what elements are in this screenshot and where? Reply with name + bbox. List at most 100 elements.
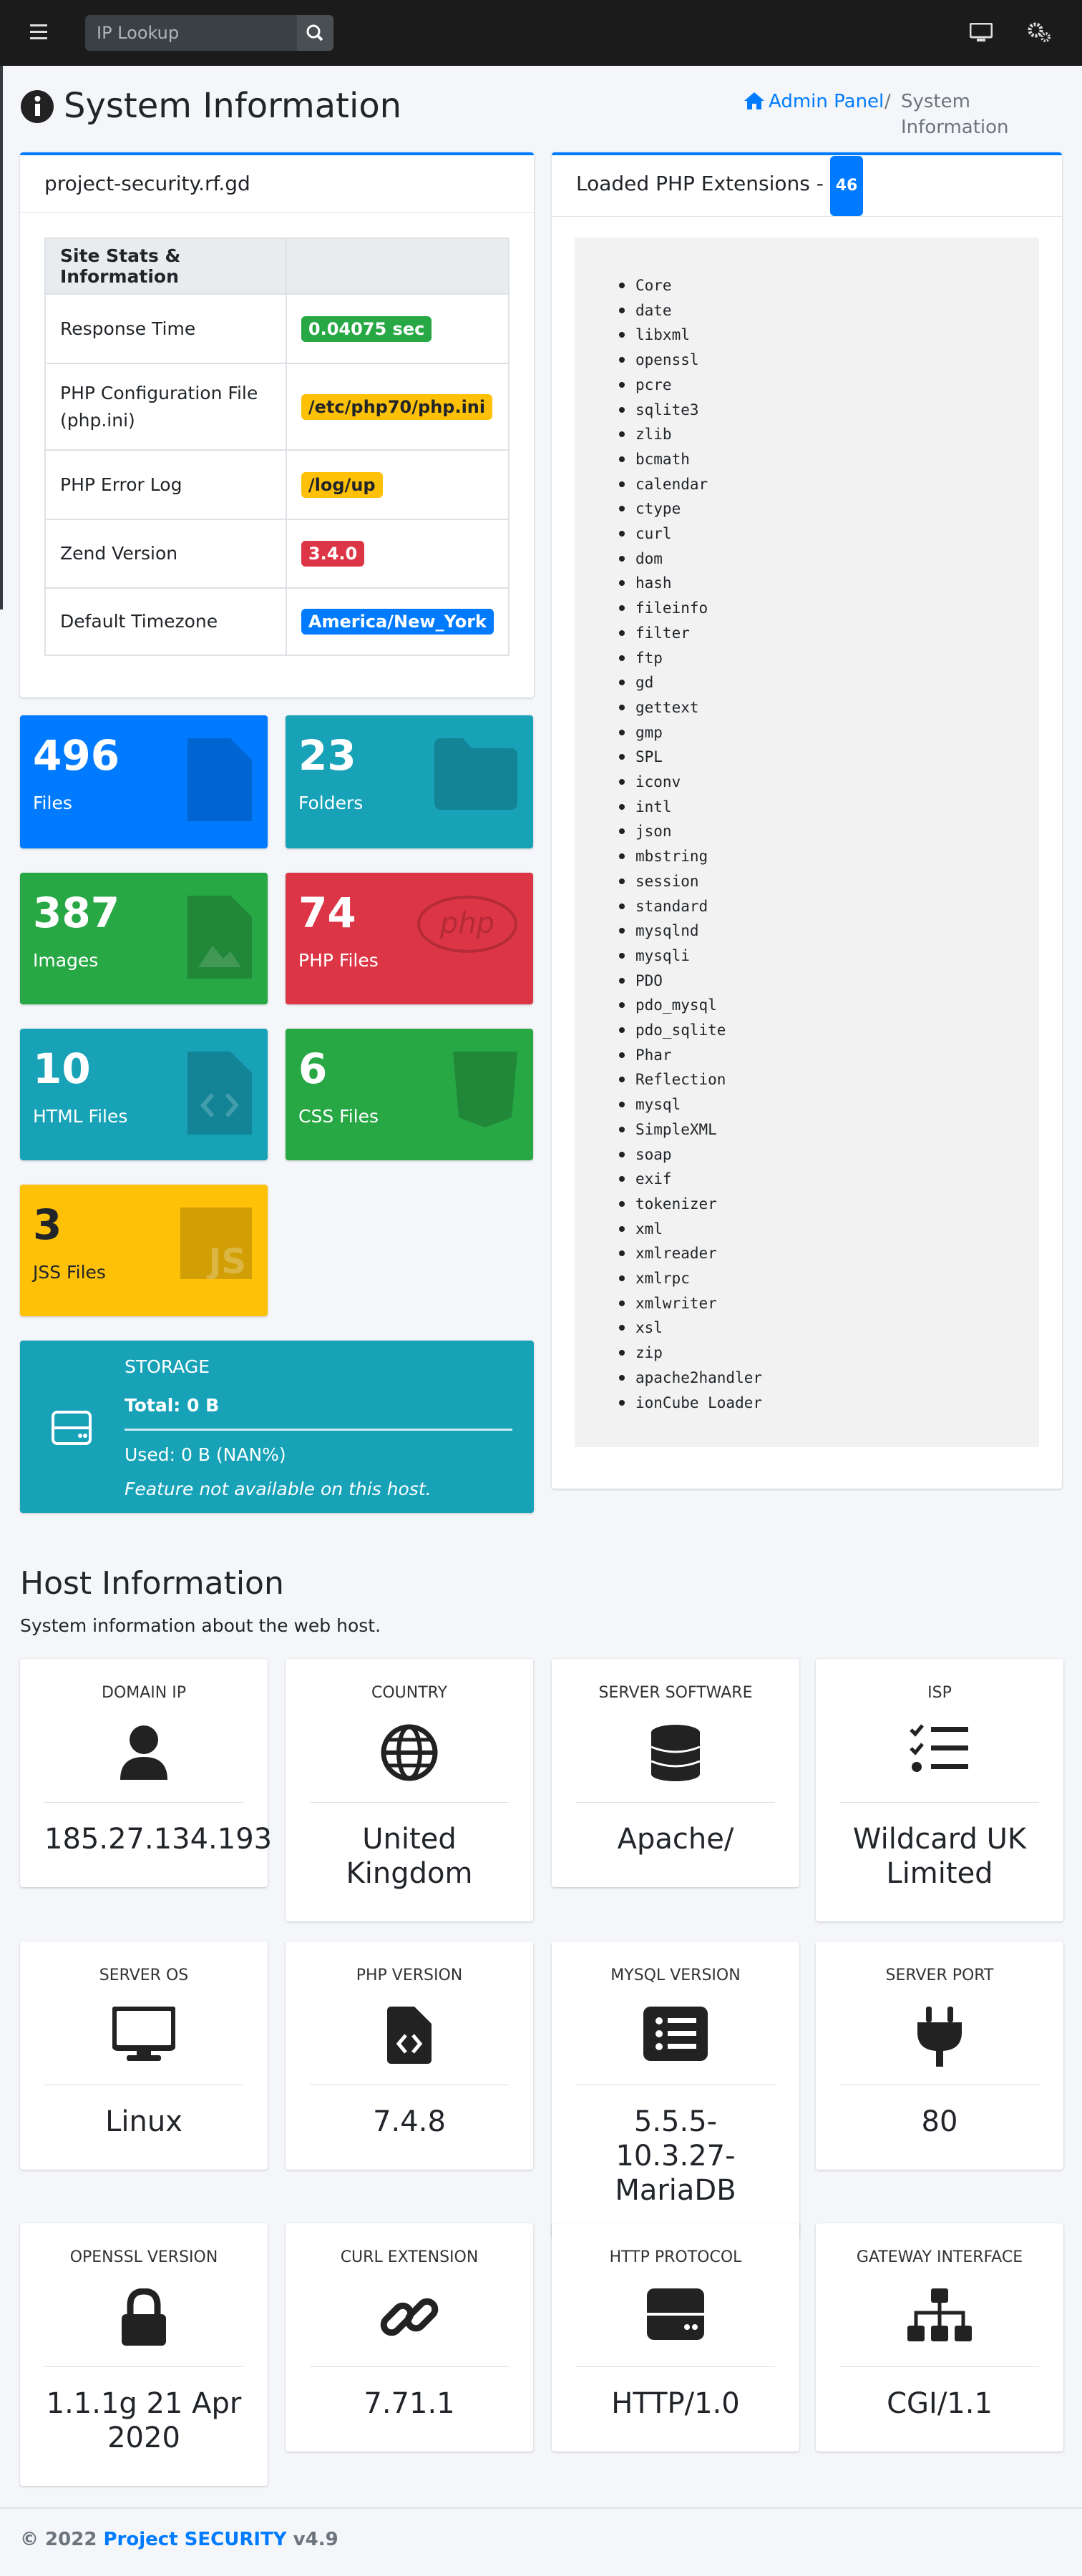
table-row: PHP Configuration File (php.ini) /etc/php… <box>44 363 510 451</box>
icon-part <box>668 2044 696 2049</box>
row-value-cell: /etc/php70/php.ini <box>285 363 510 451</box>
icon-part <box>127 2055 161 2061</box>
site-card: project-security.rf.gd Site Stats & Info… <box>20 152 534 697</box>
extension-bullet <box>619 853 625 860</box>
page-title: System Information <box>64 86 402 126</box>
stat-number: 23 <box>298 731 356 780</box>
extension-item: ctype <box>635 500 681 518</box>
icon-part <box>198 946 241 967</box>
table-row: Zend Version 3.4.0 <box>44 519 510 589</box>
host-card-value: United Kingdom <box>346 1823 473 1890</box>
host-card-label: SERVER SOFTWARE <box>598 1684 753 1702</box>
row-badge: America/New_York <box>301 609 494 635</box>
icon-part <box>30 31 47 33</box>
extension-bullet <box>619 1350 625 1356</box>
extension-item: standard <box>635 897 708 915</box>
extension-item: exif <box>635 1170 672 1188</box>
sidebar-edge <box>0 66 3 609</box>
icon-part <box>30 24 47 26</box>
search-button[interactable] <box>297 15 333 51</box>
host-card-divider <box>840 2366 1039 2367</box>
host-card-divider <box>310 1802 509 1803</box>
icon-part <box>668 2031 696 2036</box>
extension-item: xmlreader <box>635 1245 717 1263</box>
stat-box: 387 Images <box>20 873 268 1004</box>
extension-bullet <box>619 655 625 661</box>
storage-box: STORAGE Total: 0 B Used: 0 B (NAN%) Feat… <box>20 1341 534 1513</box>
host-card-value: Wildcard UK Limited <box>852 1823 1027 1890</box>
host-card-label: PHP VERSION <box>356 1967 463 1984</box>
host-card-divider <box>44 2366 243 2367</box>
icon-part <box>917 2007 962 2067</box>
icon-part <box>122 2314 166 2346</box>
menu-button[interactable] <box>30 24 47 40</box>
breadcrumb-link[interactable]: Admin Panel <box>769 91 884 112</box>
host-card-divider <box>576 1802 775 1803</box>
icon-part <box>434 738 517 810</box>
host-card-icon <box>576 1724 775 1781</box>
icon-part <box>692 2324 698 2330</box>
stat-label: JSS Files <box>33 1262 106 1283</box>
icon-part <box>306 24 321 39</box>
host-card-icon <box>310 1724 509 1781</box>
host-card-icon <box>576 2288 775 2346</box>
extension-item: xmlwriter <box>635 1294 717 1312</box>
extensions-count: 46 <box>829 156 864 216</box>
settings-button[interactable] <box>1028 21 1052 43</box>
extension-item: intl <box>635 798 672 816</box>
host-card-label: SERVER PORT <box>885 1967 994 1984</box>
icon-part <box>651 1767 700 1781</box>
host-card: SERVER SOFTWARE Apache/ <box>552 1659 799 1887</box>
extension-bullet <box>619 481 625 487</box>
icon-part <box>947 2007 953 2022</box>
host-card: CURL EXTENSION 7.71.1 <box>286 2223 533 2452</box>
extension-item: soap <box>635 1145 672 1163</box>
host-card-value: 80 <box>921 2105 958 2138</box>
host-card-icon <box>576 2007 775 2064</box>
table-header: Site Stats & Information <box>44 237 287 295</box>
extension-bullet <box>619 779 625 785</box>
icon-part <box>137 2048 151 2057</box>
display-button[interactable] <box>970 23 993 43</box>
icon-part <box>907 2326 925 2341</box>
host-card-value: Linux <box>105 2105 182 2138</box>
host-card: HTTP PROTOCOL HTTP/1.0 <box>552 2223 799 2452</box>
row-label: Zend Version <box>44 519 287 589</box>
extension-item: hash <box>635 574 672 592</box>
icon-part <box>647 2288 704 2340</box>
extension-bullet <box>619 1200 625 1207</box>
storage-title: STORAGE <box>125 1356 210 1377</box>
extension-bullet <box>619 555 625 562</box>
search-input[interactable]: IP Lookup <box>85 15 297 51</box>
host-card-label: SERVER OS <box>99 1967 189 1984</box>
icon-part <box>917 2022 962 2067</box>
stat-label: Files <box>33 793 72 813</box>
extension-item: zip <box>635 1344 663 1362</box>
extension-bullet <box>619 1052 625 1058</box>
extension-bullet <box>619 729 625 735</box>
stat-box: 6 CSS Files <box>286 1029 533 1160</box>
table-header-empty <box>285 237 510 295</box>
table-row: Default Timezone America/New_York <box>44 587 510 656</box>
host-card-value: 5.5.5-10.3.27-MariaDB <box>615 2105 736 2207</box>
extension-item: mysqlnd <box>635 922 699 940</box>
extension-item: SPL <box>635 748 663 766</box>
extension-item: date <box>635 301 672 319</box>
extension-bullet <box>619 977 625 984</box>
breadcrumb-current: System Information <box>901 91 1009 138</box>
footer-brand[interactable]: Project SECURITY <box>103 2529 287 2550</box>
stat-label: HTML Files <box>33 1106 128 1127</box>
extension-bullet <box>619 1176 625 1182</box>
storage-used: Used: 0 B (NAN%) <box>125 1444 286 1465</box>
host-card: SERVER PORT 80 <box>816 1941 1063 2170</box>
host-card-value: 185.27.134.193 <box>44 1823 273 1856</box>
host-card-value: CGI/1.1 <box>887 2387 993 2420</box>
extension-bullet <box>619 878 625 884</box>
icon-part <box>655 2030 663 2037</box>
storage-total: Total: 0 B <box>125 1395 220 1416</box>
stat-number: 6 <box>298 1044 328 1093</box>
host-card-label: ISP <box>927 1684 952 1702</box>
icon-part <box>122 2288 166 2346</box>
row-label: Default Timezone <box>44 587 287 656</box>
extension-item: libxml <box>635 326 690 344</box>
